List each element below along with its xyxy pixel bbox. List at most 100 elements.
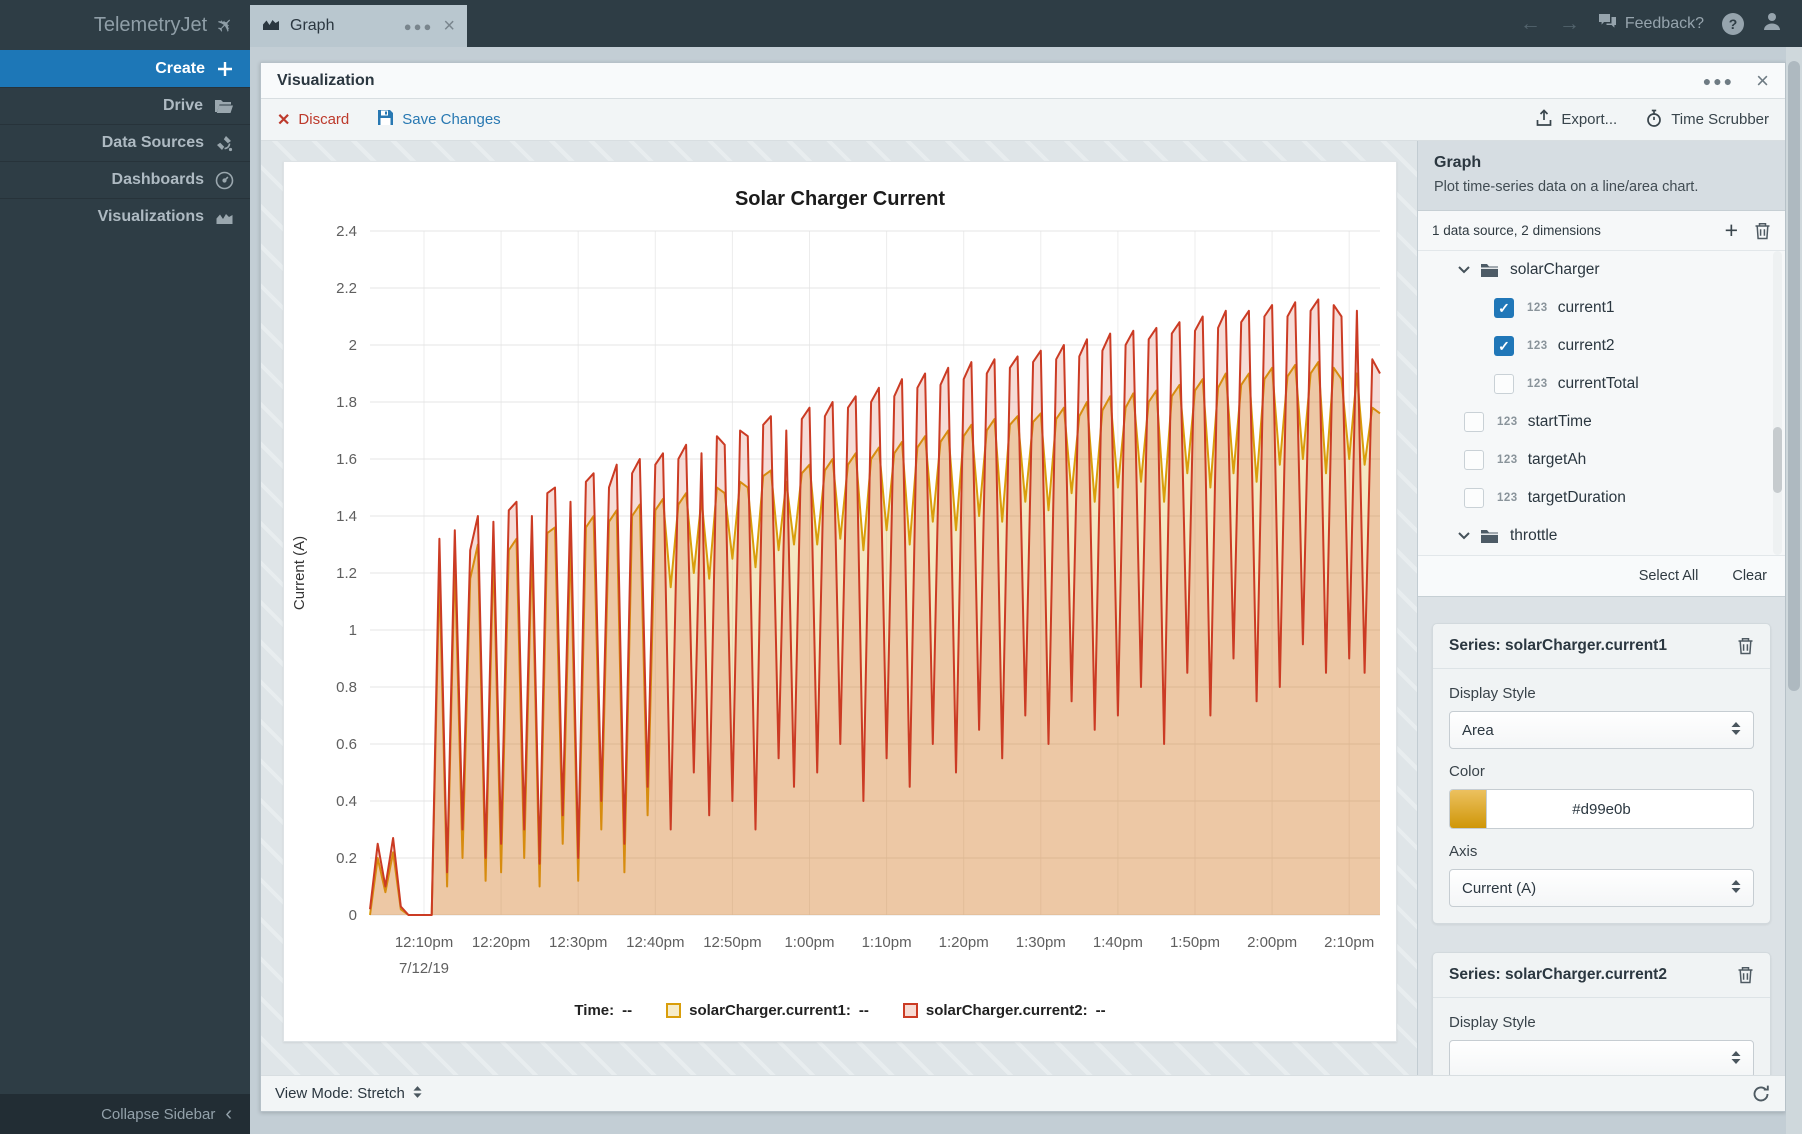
forward-arrow-icon[interactable]: → (1559, 12, 1580, 36)
panel-content: Solar Charger Current 12:10pm7/12/1912:2… (261, 141, 1785, 1075)
tree-scrollbar (1773, 251, 1782, 555)
workspace: Visualization ●●● × ✕ Discard Save Chang… (250, 47, 1802, 1134)
sidebar-item-label: Visualizations (98, 208, 204, 226)
export-button[interactable]: Export... (1535, 109, 1617, 130)
tree-row-solarCharger[interactable]: solarCharger (1418, 251, 1785, 289)
checkbox-current1[interactable]: ✓ (1494, 298, 1514, 318)
clear-button[interactable]: Clear (1732, 568, 1767, 584)
help-icon[interactable]: ? (1722, 13, 1744, 35)
graph-settings-header: Graph Plot time-series data on a line/ar… (1418, 141, 1785, 211)
save-changes-button[interactable]: Save Changes (377, 109, 500, 130)
sidebar-item-drive[interactable]: Drive (0, 87, 250, 124)
panel-title: Visualization (277, 72, 1703, 90)
series-card-current2: Series: solarCharger.current2 Display St… (1432, 952, 1771, 1075)
tree-row-currentTotal[interactable]: 123currentTotal (1418, 365, 1785, 403)
checkbox-targetDuration[interactable] (1464, 488, 1484, 508)
numeric-type-icon: 123 (1527, 378, 1548, 390)
tab-menu-dots-icon[interactable]: ●●● (404, 19, 434, 34)
feedback-button[interactable]: Feedback? (1598, 13, 1704, 34)
tree-row-current1[interactable]: ✓123current1 (1418, 289, 1785, 327)
sidebar-item-visualizations[interactable]: Visualizations (0, 198, 250, 235)
gauge-icon (215, 171, 234, 190)
tree-scrollbar-thumb[interactable] (1773, 427, 1782, 493)
display-style-select[interactable] (1449, 1040, 1754, 1075)
sidebar-item-label: Dashboards (112, 171, 204, 189)
main-area: Graph ●●● × ← → Feedback? ? (250, 0, 1802, 1134)
numeric-type-icon: 123 (1497, 492, 1518, 504)
tree-row-targetDuration[interactable]: 123targetDuration (1418, 479, 1785, 517)
chart-svg[interactable]: 12:10pm7/12/1912:20pm12:30pm12:40pm12:50… (284, 215, 1396, 987)
svg-text:1:40pm: 1:40pm (1093, 934, 1143, 951)
jet-icon: ✈ (211, 10, 241, 40)
axis-value: Current (A) (1462, 880, 1731, 897)
checkbox-startTime[interactable] (1464, 412, 1484, 432)
tree-row-throttle[interactable]: throttle (1418, 517, 1785, 555)
folder-icon (1480, 263, 1499, 278)
collapse-sidebar-button[interactable]: Collapse Sidebar ‹ (0, 1094, 250, 1134)
panel-header: Visualization ●●● × (261, 63, 1785, 99)
select-all-button[interactable]: Select All (1639, 568, 1699, 584)
legend-series-container: solarCharger.current1:--solarCharger.cur… (666, 1002, 1105, 1019)
chevron-down-icon[interactable] (1458, 266, 1470, 274)
refresh-icon[interactable] (1751, 1084, 1771, 1104)
legend-time-value: -- (622, 1002, 632, 1019)
delete-series-icon[interactable] (1737, 966, 1754, 984)
sidebar-item-create[interactable]: Create (0, 50, 250, 87)
svg-text:0: 0 (349, 907, 357, 924)
chevron-down-icon[interactable] (1458, 532, 1470, 540)
checkbox-targetAh[interactable] (1464, 450, 1484, 470)
chart-legend: Time: -- solarCharger.current1:--solarCh… (284, 992, 1396, 1041)
color-swatch (1450, 790, 1487, 828)
color-picker-field[interactable]: #d99e0b (1449, 789, 1754, 829)
app-logo[interactable]: TelemetryJet ✈ (0, 0, 250, 50)
sidebar: TelemetryJet ✈ CreateDriveData Sources Da… (0, 0, 250, 1134)
tree-row-current2[interactable]: ✓123current2 (1418, 327, 1785, 365)
floppy-disk-icon (377, 109, 394, 130)
plus-icon (216, 60, 234, 78)
window-scrollbar-thumb[interactable] (1788, 61, 1800, 691)
back-arrow-icon[interactable]: ← (1520, 12, 1541, 36)
discard-button[interactable]: ✕ Discard (277, 110, 349, 130)
checkbox-current2[interactable]: ✓ (1494, 336, 1514, 356)
axis-select[interactable]: Current (A) (1449, 869, 1754, 907)
topbar: Graph ●●● × ← → Feedback? ? (250, 0, 1802, 47)
svg-text:7/12/19: 7/12/19 (399, 960, 449, 977)
svg-text:1.6: 1.6 (336, 451, 357, 468)
tree-field-label: startTime (1528, 413, 1592, 431)
legend-swatch (666, 1003, 681, 1018)
area-chart-icon (215, 210, 234, 225)
sidebar-nav: CreateDriveData Sources Dashboards Visuali… (0, 50, 250, 235)
time-scrubber-label: Time Scrubber (1671, 111, 1769, 128)
add-datasource-icon[interactable]: + (1725, 219, 1738, 242)
svg-text:12:10pm: 12:10pm (395, 934, 453, 951)
legend-series-value: -- (859, 1002, 869, 1019)
svg-text:0.4: 0.4 (336, 793, 357, 810)
legend-solarCharger.current2: solarCharger.current2:-- (903, 1002, 1106, 1019)
display-style-select[interactable]: Area (1449, 711, 1754, 749)
display-style-label: Display Style (1449, 685, 1754, 702)
checkbox-currentTotal[interactable] (1494, 374, 1514, 394)
tree-row-targetAh[interactable]: 123targetAh (1418, 441, 1785, 479)
view-mode-selector[interactable]: View Mode: Stretch (275, 1085, 1751, 1102)
sidebar-item-data-sources[interactable]: Data Sources (0, 124, 250, 161)
sidebar-item-dashboards[interactable]: Dashboards (0, 161, 250, 198)
tab-graph[interactable]: Graph ●●● × (250, 5, 467, 47)
user-icon[interactable] (1762, 12, 1782, 35)
window-scrollbar[interactable] (1786, 47, 1802, 1134)
svg-text:1: 1 (349, 622, 357, 639)
panel-close-icon[interactable]: × (1756, 68, 1769, 94)
panel-menu-dots-icon[interactable]: ●●● (1703, 73, 1734, 89)
folder-icon (1480, 529, 1499, 544)
discard-label: Discard (298, 111, 349, 128)
select-arrows-icon (1731, 880, 1741, 897)
time-scrubber-button[interactable]: Time Scrubber (1645, 109, 1769, 131)
app-logo-text: TelemetryJet (94, 14, 207, 37)
svg-text:1.8: 1.8 (336, 394, 357, 411)
graph-settings-panel: Graph Plot time-series data on a line/ar… (1417, 141, 1785, 1075)
delete-datasource-icon[interactable] (1754, 222, 1771, 240)
tab-close-icon[interactable]: × (443, 15, 455, 38)
visualization-panel: Visualization ●●● × ✕ Discard Save Chang… (260, 62, 1786, 1112)
delete-series-icon[interactable] (1737, 637, 1754, 655)
chevron-left-icon: ‹ (225, 1104, 232, 1124)
tree-row-startTime[interactable]: 123startTime (1418, 403, 1785, 441)
